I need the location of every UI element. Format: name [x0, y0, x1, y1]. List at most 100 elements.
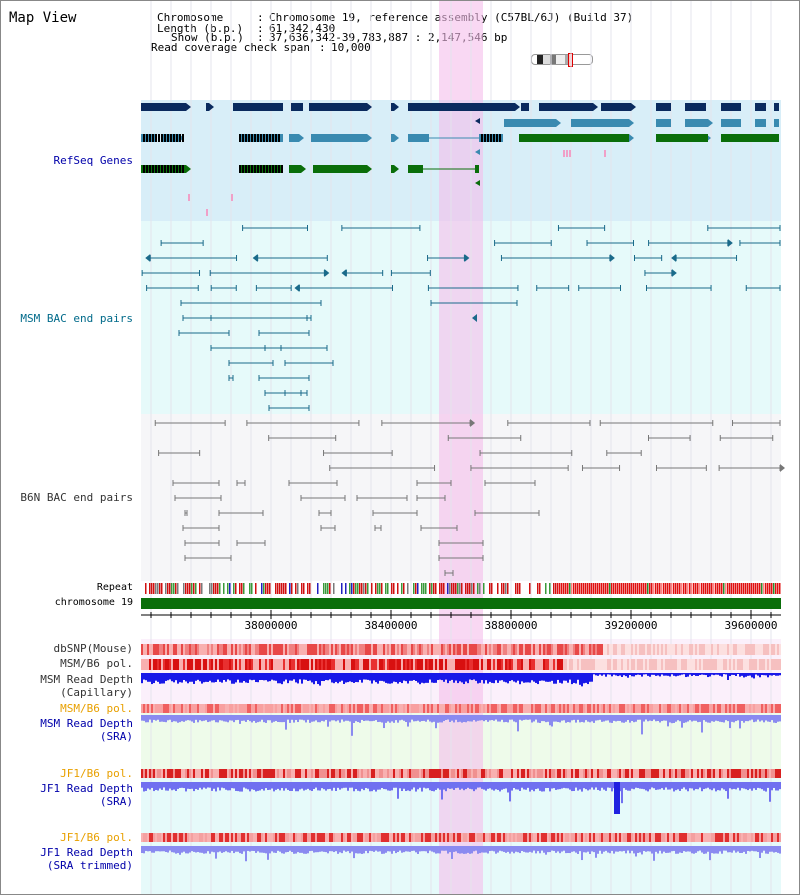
msm-b6-pol-cell [563, 659, 565, 670]
msm-depth-capillary-bar [729, 673, 731, 677]
msm-depth-capillary-bar [659, 673, 661, 677]
jf1-pol2-cell [463, 833, 465, 842]
jf1-pol-label-2[interactable]: JF1/B6 pol. [60, 831, 133, 844]
gene-black-exon [266, 134, 268, 142]
msm-b6-pol-cell [385, 659, 387, 670]
b6n-bac-label[interactable]: B6N BAC end pairs [20, 491, 133, 504]
msm-depth-sra-bar [597, 715, 599, 721]
gene-black-exon [248, 134, 250, 142]
msm-depth-sra-bar [357, 715, 359, 723]
msm-b6-pol2-cell [513, 704, 515, 713]
msm-b6-pol-cell [375, 659, 377, 670]
jf1-pol-cell [511, 769, 513, 778]
dbsnp-label[interactable]: dbSNP(Mouse) [53, 642, 133, 655]
msm-b6-pol-label-1[interactable]: MSM/B6 pol. [60, 657, 133, 670]
msm-b6-pol2-cell [541, 704, 543, 713]
msm-b6-pol2-cell [591, 704, 593, 713]
jf1-depth-sra-label[interactable]: JF1 Read Depth (SRA) [40, 782, 133, 808]
msm-b6-pol2-cell [173, 704, 175, 713]
msm-b6-pol-cell [365, 659, 367, 670]
repeat-element [679, 583, 681, 594]
jf1-depth-trimmed-bar [377, 846, 379, 852]
msm-b6-pol-cell [427, 659, 429, 670]
jf1-depth-sra-bar [589, 782, 591, 790]
jf1-pol-cell [363, 769, 365, 778]
msm-b6-pol-cell [509, 659, 511, 670]
msm-depth-capillary-bar [699, 673, 701, 676]
dbsnp-cell [715, 644, 717, 655]
jf1-depth-sra-bar [347, 782, 349, 791]
gene-row3-exon [391, 134, 394, 142]
dbsnp-cell [555, 644, 557, 655]
jf1-pol2-cell [357, 833, 359, 842]
jf1-pol2-cell [211, 833, 213, 842]
msm-depth-sra-bar [687, 715, 689, 722]
msm-depth-capillary-bar [571, 673, 573, 685]
msm-b6-pol2-cell [681, 704, 683, 713]
gene-row3-strand-arrow [629, 134, 634, 142]
msm-b6-pol-cell [519, 659, 521, 670]
msm-bac-label[interactable]: MSM BAC end pairs [20, 312, 133, 325]
msm-depth-capillary-bar [533, 673, 535, 682]
jf1-depth-trimmed-bar [141, 846, 143, 853]
jf1-pol2-cell [591, 833, 593, 842]
msm-b6-pol-label-2[interactable]: MSM/B6 pol. [60, 702, 133, 715]
msm-depth-capillary-bar [697, 673, 699, 676]
msm-b6-pol2-cell [331, 704, 333, 713]
msm-b6-pol-cell [767, 659, 769, 670]
msm-depth-capillary-bar [159, 673, 161, 684]
msm-b6-pol-cell [177, 659, 179, 670]
jf1-pol2-cell [491, 833, 493, 842]
msm-depth-capillary-bar [435, 673, 437, 683]
dbsnp-cell [449, 644, 451, 655]
msm-b6-pol2-cell [759, 704, 761, 713]
jf1-pol-cell [775, 769, 777, 778]
jf1-pol-cell [387, 769, 389, 778]
jf1-pol2-cell [367, 833, 369, 842]
msm-depth-sra-label[interactable]: MSM Read Depth (SRA) [40, 717, 133, 743]
msm-b6-pol-cell [359, 659, 361, 670]
msm-depth-capillary-bar [169, 673, 171, 680]
msm-depth-capillary-label[interactable]: MSM Read Depth (Capillary) [40, 673, 133, 699]
msm-depth-capillary-bar [531, 673, 533, 681]
jf1-pol2-cell [691, 833, 693, 842]
msm-b6-pol-cell [553, 659, 555, 670]
dbsnp-cell [725, 644, 727, 655]
jf1-depth-trimmed-bar [639, 846, 641, 853]
gene-blue-exon [504, 119, 556, 127]
msm-depth-capillary-bar [401, 673, 403, 684]
jf1-pol2-cell [189, 833, 191, 842]
jf1-pol-cell [219, 769, 221, 778]
msm-b6-pol-cell [631, 659, 633, 670]
msm-b6-pol2-cell [747, 704, 749, 713]
gene-black-exon [248, 165, 250, 173]
jf1-pol-label-1[interactable]: JF1/B6 pol. [60, 767, 133, 780]
dbsnp-cell [611, 644, 613, 655]
msm-depth-sra-bar [277, 715, 279, 723]
dbsnp-cell [577, 644, 579, 655]
jf1-depth-trimmed-label[interactable]: JF1 Read Depth (SRA trimmed) [40, 846, 133, 872]
jf1-depth-trimmed-bar [415, 846, 417, 853]
refseq-genes-label[interactable]: RefSeq Genes [53, 154, 133, 167]
msm-b6-pol2-cell [413, 704, 415, 713]
gene-navy-strand-arrow [367, 103, 372, 111]
jf1-pol-cell [441, 769, 443, 778]
msm-b6-pol-cell [665, 659, 667, 670]
dbsnp-cell [437, 644, 439, 655]
dbsnp-cell [633, 644, 635, 655]
msm-b6-pol2-cell [535, 704, 537, 713]
jf1-pol2-cell [173, 833, 175, 842]
repeat-element [503, 583, 505, 594]
jf1-pol2-cell [193, 833, 195, 842]
jf1-depth-trimmed-bar [237, 846, 239, 852]
jf1-pol-cell [581, 769, 583, 778]
selected-region-highlight[interactable] [439, 1, 483, 894]
jf1-depth-trimmed-bar [435, 846, 437, 854]
repeat-element [775, 583, 777, 594]
msm-depth-capillary-bar [395, 673, 397, 683]
jf1-pol-cell [517, 769, 519, 778]
msm-depth-sra-bar [607, 715, 609, 721]
msm-depth-capillary-bar [739, 673, 741, 677]
jf1-depth-sra-bar [763, 782, 765, 791]
